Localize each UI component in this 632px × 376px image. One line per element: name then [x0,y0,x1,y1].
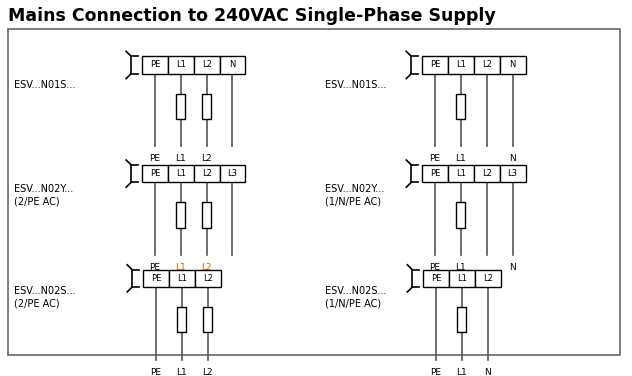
Text: L1: L1 [456,368,467,376]
Text: N: N [229,61,236,70]
Bar [142,56,168,74]
Text: L2: L2 [203,274,212,283]
Bar [176,202,185,228]
Bar [475,270,501,287]
Bar [194,56,219,74]
Bar [449,270,475,287]
Text: ESV...N02Y...: ESV...N02Y... [14,184,73,194]
Text: N: N [509,263,516,272]
Bar [456,202,465,228]
Text: PE: PE [430,154,441,163]
Bar [448,56,474,74]
Text: N: N [509,154,516,163]
Text: L1: L1 [176,169,186,178]
Text: L2: L2 [483,274,493,283]
Bar [500,165,526,182]
Text: L2: L2 [202,368,213,376]
Bar [500,56,526,74]
Text: L2: L2 [202,263,212,272]
Text: ESV...N01S...: ESV...N01S... [325,80,386,90]
Text: ESV...N02S...: ESV...N02S... [14,286,75,296]
Text: ESV...N02S...: ESV...N02S... [325,286,386,296]
Text: PE: PE [150,368,161,376]
Text: PE: PE [150,169,160,178]
Text: PE: PE [150,154,161,163]
Text: (1/N/PE AC): (1/N/PE AC) [325,197,381,207]
Bar [202,94,211,119]
Text: ESV...N02Y...: ESV...N02Y... [325,184,384,194]
Bar [458,307,466,332]
Bar [203,307,212,332]
Text: ESV...N01S...: ESV...N01S... [14,80,75,90]
Text: L2: L2 [202,154,212,163]
Bar [194,165,219,182]
Bar [422,56,448,74]
Text: L1: L1 [176,154,186,163]
Text: L2: L2 [202,169,212,178]
Text: L1: L1 [456,154,466,163]
Bar [422,165,448,182]
Bar [169,270,195,287]
Text: L1: L1 [176,368,187,376]
Bar [474,56,500,74]
Text: L2: L2 [482,169,492,178]
Text: PE: PE [430,169,441,178]
Bar [219,56,245,74]
Bar [202,202,211,228]
Bar [168,56,194,74]
Bar [143,270,169,287]
Text: L2: L2 [202,61,212,70]
Text: N: N [484,368,491,376]
Text: (2/PE AC): (2/PE AC) [14,197,59,207]
Text: L1: L1 [456,263,466,272]
Bar [176,94,185,119]
Bar [456,94,465,119]
Text: PE: PE [430,263,441,272]
Text: L2: L2 [482,61,492,70]
Text: L1: L1 [456,61,466,70]
Text: PE: PE [150,263,161,272]
Bar [195,270,221,287]
Bar [474,165,500,182]
Text: L1: L1 [456,169,466,178]
Text: PE: PE [430,61,441,70]
Text: N: N [509,61,516,70]
Text: PE: PE [430,368,442,376]
Bar [423,270,449,287]
Text: PE: PE [431,274,441,283]
Text: PE: PE [150,61,160,70]
Text: L1: L1 [457,274,467,283]
Text: L3: L3 [507,169,518,178]
Text: L3: L3 [228,169,238,178]
Text: (2/PE AC): (2/PE AC) [14,299,59,309]
Bar [142,165,168,182]
Bar [168,165,194,182]
Text: L1: L1 [177,274,186,283]
Text: L1: L1 [176,263,186,272]
Text: (1/N/PE AC): (1/N/PE AC) [325,299,381,309]
Bar [8,29,620,355]
Text: PE: PE [151,274,161,283]
Text: L1: L1 [176,61,186,70]
Bar [448,165,474,182]
Text: Mains Connection to 240VAC Single-Phase Supply: Mains Connection to 240VAC Single-Phase … [8,6,495,24]
Bar [178,307,186,332]
Bar [219,165,245,182]
